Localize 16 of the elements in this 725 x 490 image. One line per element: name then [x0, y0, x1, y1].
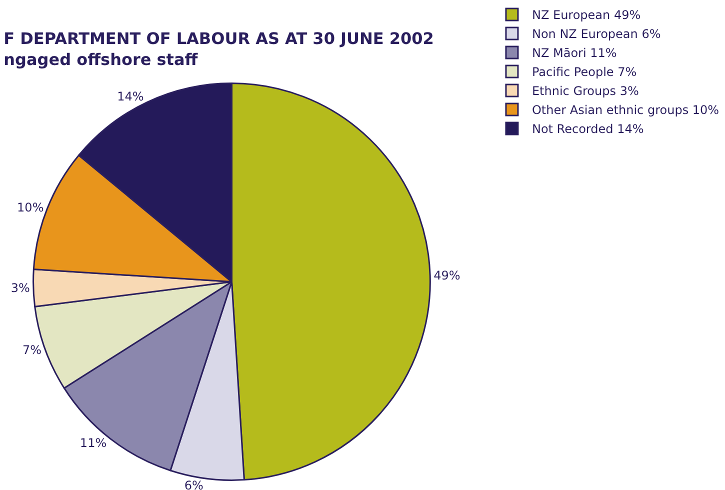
data-label: 49%: [434, 268, 460, 283]
legend-label: Ethnic Groups 3%: [532, 84, 639, 98]
legend-label: Not Recorded 14%: [532, 122, 644, 136]
legend-label: NZ Māori 11%: [532, 46, 617, 60]
data-label: 3%: [10, 280, 30, 295]
data-label: 7%: [22, 342, 42, 357]
data-label: 14%: [117, 89, 144, 104]
legend-label: NZ European 49%: [532, 8, 641, 22]
data-label: 11%: [80, 436, 107, 450]
legend-label: Pacific People 7%: [532, 65, 637, 80]
text: F DEPARTMENT OF LABOUR AS AT 30 JUNE 2002: [4, 29, 434, 48]
data-label: 10%: [17, 200, 44, 215]
legend-label: Non NZ European 6%: [532, 27, 661, 42]
text: ngaged offshore staff: [4, 50, 199, 69]
legend-label: Other Asian ethnic groups 10%: [532, 103, 720, 118]
data-label: 6%: [184, 478, 204, 490]
